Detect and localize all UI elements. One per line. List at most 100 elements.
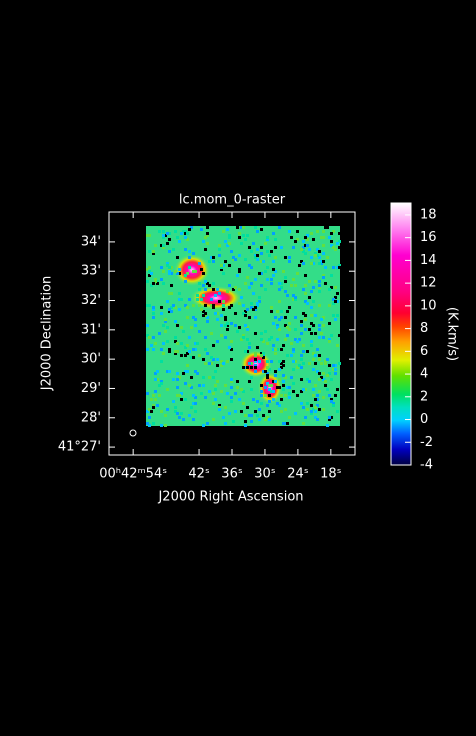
raster-pixel xyxy=(322,230,325,233)
raster-pixel xyxy=(254,360,257,363)
raster-pixel xyxy=(152,252,155,255)
raster-pixel xyxy=(336,292,339,295)
raster-pixel xyxy=(310,262,313,265)
raster-pixel xyxy=(274,238,277,241)
raster-pixel xyxy=(286,294,289,297)
raster-pixel xyxy=(292,278,295,281)
raster-pixel xyxy=(202,272,205,275)
raster-pixel xyxy=(212,282,215,285)
raster-pixel xyxy=(176,236,179,239)
raster-pixel xyxy=(166,242,169,245)
raster-pixel xyxy=(328,304,331,307)
raster-pixel xyxy=(160,380,163,383)
x-tick-label: 30ˢ xyxy=(254,467,276,482)
raster-pixel xyxy=(230,396,233,399)
raster-pixel xyxy=(162,342,165,345)
raster-pixel xyxy=(186,370,189,373)
raster-pixel xyxy=(302,246,305,249)
raster-pixel xyxy=(166,340,169,343)
raster-pixel xyxy=(238,254,241,257)
raster-pixel xyxy=(220,390,223,393)
raster-pixel xyxy=(220,364,223,367)
raster-pixel xyxy=(186,232,189,235)
raster-pixel xyxy=(282,384,285,387)
colorbar-tick-label: 12 xyxy=(420,276,437,291)
raster-pixel xyxy=(194,342,197,345)
raster-pixel xyxy=(334,372,337,375)
raster-pixel xyxy=(176,372,179,375)
raster-pixel xyxy=(330,400,333,403)
raster-pixel xyxy=(270,306,273,309)
raster-pixel xyxy=(212,306,215,309)
raster-pixel xyxy=(228,264,231,267)
raster-pixel xyxy=(270,310,273,313)
raster-pixel xyxy=(176,378,179,381)
raster-pixel xyxy=(164,234,167,237)
raster-pixel xyxy=(256,254,259,257)
raster-pixel xyxy=(246,406,249,409)
raster-pixel xyxy=(212,358,215,361)
raster-pixel xyxy=(332,246,335,249)
raster-pixel xyxy=(206,320,209,323)
raster-pixel xyxy=(238,232,241,235)
raster-pixel xyxy=(300,390,303,393)
raster-pixel xyxy=(180,298,183,301)
raster-pixel xyxy=(212,260,215,263)
raster-pixel xyxy=(304,236,307,239)
raster-pixel xyxy=(328,364,331,367)
raster-pixel xyxy=(246,326,249,329)
raster-pixel xyxy=(202,284,205,287)
raster-pixel xyxy=(310,314,313,317)
raster-pixel xyxy=(254,316,257,319)
raster-pixel xyxy=(272,344,275,347)
raster-pixel xyxy=(196,372,199,375)
raster-pixel xyxy=(254,354,257,357)
raster-pixel xyxy=(322,252,325,255)
raster-pixel xyxy=(230,380,233,383)
raster-pixel xyxy=(224,318,227,321)
raster-pixel xyxy=(168,266,171,269)
raster-pixel xyxy=(188,266,191,269)
raster-pixel xyxy=(254,254,257,257)
raster-pixel xyxy=(204,348,207,351)
raster-pixel xyxy=(184,232,187,235)
raster-pixel xyxy=(222,300,225,303)
colorbar-tick-label: -4 xyxy=(420,458,433,473)
raster-pixel xyxy=(268,388,271,391)
raster-pixel xyxy=(302,362,305,365)
raster-pixel xyxy=(262,260,265,263)
raster-pixel xyxy=(292,360,295,363)
raster-pixel xyxy=(148,304,151,307)
raster-pixel xyxy=(150,410,153,413)
raster xyxy=(146,226,341,427)
raster-pixel xyxy=(162,234,165,237)
raster-pixel xyxy=(146,234,149,237)
raster-pixel xyxy=(168,350,171,353)
raster-pixel xyxy=(290,236,293,239)
raster-pixel xyxy=(308,296,311,299)
raster-pixel xyxy=(206,242,209,245)
raster-pixel xyxy=(184,274,187,277)
raster-pixel xyxy=(228,346,231,349)
raster-pixel xyxy=(146,268,149,271)
raster-pixel xyxy=(230,400,233,403)
raster-pixel xyxy=(206,316,209,319)
raster-pixel xyxy=(310,404,313,407)
raster-pixel xyxy=(244,310,247,313)
raster-pixel xyxy=(218,248,221,251)
raster-pixel xyxy=(314,384,317,387)
raster-pixel xyxy=(300,366,303,369)
raster-pixel xyxy=(316,398,319,401)
raster-pixel xyxy=(324,266,327,269)
raster-pixel xyxy=(318,324,321,327)
raster-pixel xyxy=(250,420,253,423)
raster-pixel xyxy=(150,272,153,275)
raster-pixel xyxy=(192,348,195,351)
raster-pixel xyxy=(328,338,331,341)
raster-pixel xyxy=(184,236,187,239)
raster-pixel xyxy=(296,366,299,369)
raster-pixel xyxy=(256,230,259,233)
raster-pixel xyxy=(334,364,337,367)
raster-pixel xyxy=(306,244,309,247)
raster-pixel xyxy=(248,264,251,267)
